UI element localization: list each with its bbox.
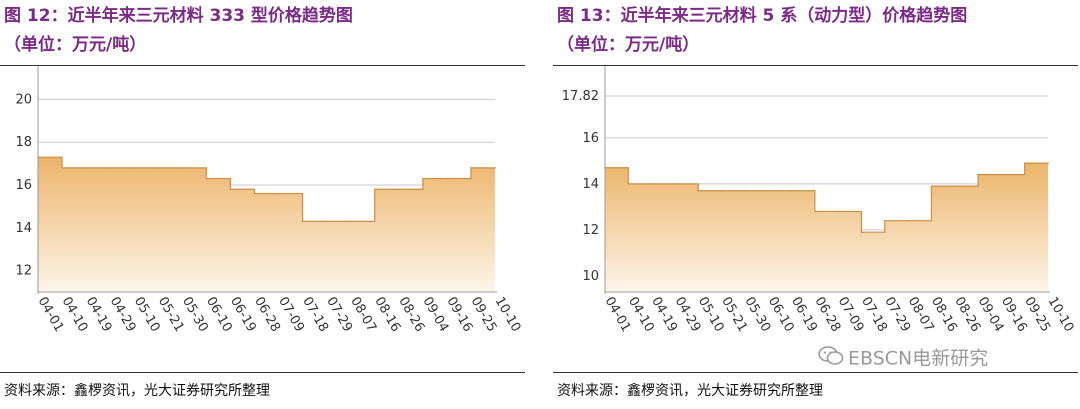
- data-point: [229, 188, 232, 191]
- y-tick-label: 18: [15, 135, 32, 150]
- data-point: [470, 167, 472, 169]
- y-tick-label: 16: [15, 178, 32, 193]
- data-point: [253, 192, 256, 195]
- data-point: [697, 189, 700, 192]
- data-point: [930, 185, 933, 187]
- price-area-series: [605, 163, 1048, 292]
- data-point: [814, 210, 816, 213]
- data-point: [907, 219, 909, 222]
- chart-panel-left: 图 12：近半年来三元材料 333 型价格趋势图 （单位：万元/吨） 12 14 1…: [0, 0, 525, 409]
- data-point: [446, 177, 448, 180]
- watermark-text: EBSCN电新研究: [848, 347, 989, 370]
- data-point: [860, 231, 863, 233]
- data-point: [397, 188, 400, 191]
- data-point: [1047, 162, 1049, 164]
- data-point: [85, 167, 87, 169]
- data-point: [133, 167, 136, 169]
- bottom-rule: [553, 372, 1078, 373]
- data-point: [349, 220, 352, 223]
- data-point: [277, 192, 280, 195]
- top-rule: [553, 65, 1078, 66]
- chart-title: 图 12：近半年来三元材料 333 型价格趋势图: [4, 6, 353, 26]
- data-point: [373, 188, 376, 191]
- data-point: [790, 189, 793, 192]
- chart-unit: （单位：万元/吨）: [557, 35, 700, 55]
- data-point: [720, 189, 723, 192]
- bottom-rule: [0, 372, 525, 373]
- data-point: [977, 173, 979, 176]
- price-line-series: [38, 156, 495, 222]
- data-point: [767, 189, 770, 192]
- price-line-series: [605, 162, 1048, 233]
- y-tick-label: 20: [15, 92, 32, 107]
- y-tick-label: 12: [15, 264, 32, 279]
- y-tick-label: 14: [15, 221, 32, 236]
- wechat-icon: [818, 346, 844, 372]
- y-tick-label: 12: [582, 223, 599, 238]
- chart-unit: （单位：万元/吨）: [4, 35, 147, 55]
- data-point: [109, 167, 111, 169]
- price-area-chart-5-series: 1012141617.8204-0104-1004-1904-2905-1005…: [562, 66, 1076, 335]
- data-point: [627, 183, 630, 185]
- top-rule: [0, 65, 525, 66]
- data-point: [301, 220, 304, 223]
- data-point: [325, 220, 328, 223]
- data-point: [1023, 162, 1026, 164]
- y-tick-label: 16: [582, 131, 599, 146]
- data-point: [650, 183, 653, 185]
- data-point: [1000, 173, 1003, 176]
- source-note: 资料来源：鑫椤资讯，光大证券研究所整理: [557, 383, 823, 399]
- chart-panel-right: 图 13：近半年来三元材料 5 系（动力型）价格趋势图 （单位：万元/吨） 10…: [553, 0, 1078, 409]
- source-note: 资料来源：鑫椤资讯，光大证券研究所整理: [4, 383, 270, 399]
- data-point: [674, 183, 676, 185]
- data-point: [744, 189, 746, 192]
- data-point: [181, 167, 184, 169]
- y-tick-label: 17.82: [562, 89, 599, 104]
- data-point: [883, 219, 886, 222]
- watermark: EBSCN电新研究: [818, 346, 988, 372]
- data-point: [61, 167, 63, 169]
- data-point: [157, 167, 160, 169]
- price-area-chart-333: 121416182004-0104-1004-1904-2905-1005-21…: [15, 66, 523, 335]
- price-area-series: [38, 157, 495, 292]
- data-point: [837, 210, 839, 213]
- y-tick-label: 14: [582, 177, 599, 192]
- data-point: [205, 177, 208, 180]
- data-point: [422, 177, 424, 180]
- data-point: [953, 185, 956, 187]
- data-point: [494, 167, 496, 169]
- chart-title: 图 13：近半年来三元材料 5 系（动力型）价格趋势图: [557, 6, 968, 26]
- y-tick-label: 10: [582, 269, 599, 284]
